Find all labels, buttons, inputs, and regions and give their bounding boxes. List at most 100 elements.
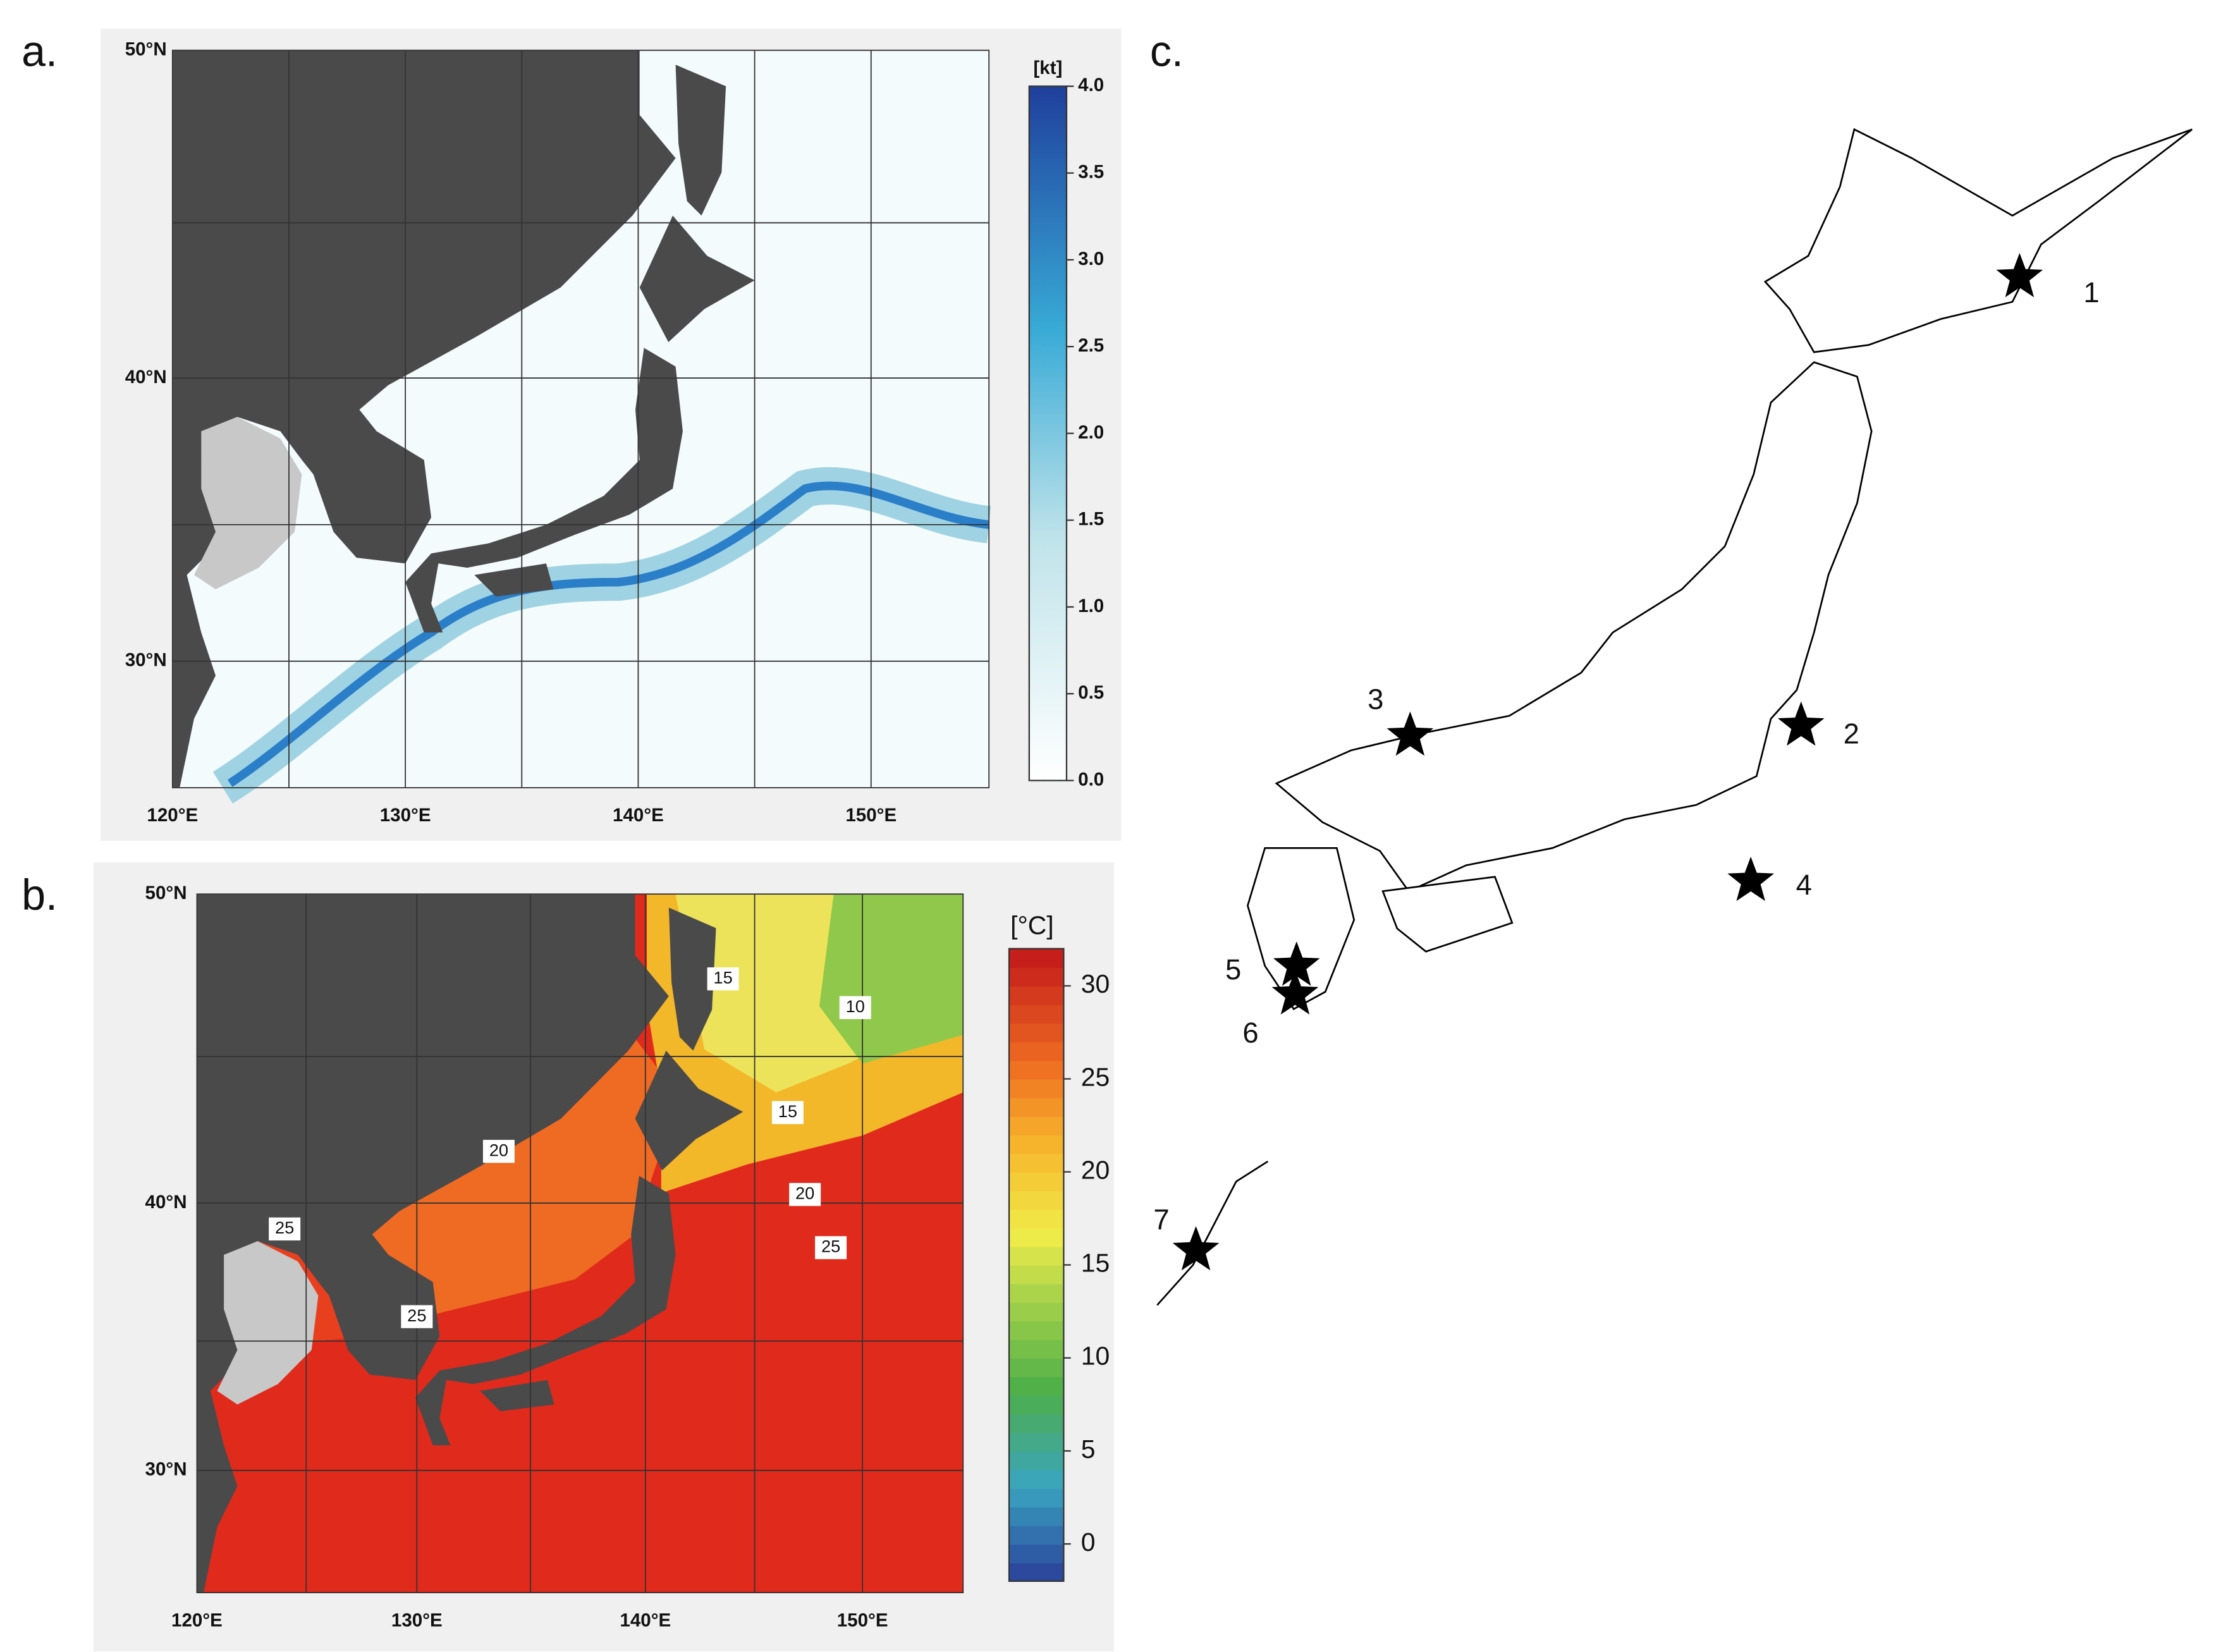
colorbar-step: [1009, 1004, 1064, 1024]
ryukyu: [1156, 1160, 1269, 1306]
contour-label: 10: [846, 996, 865, 1016]
colorbar-b: [1008, 948, 1065, 1582]
colorbar-step: [1009, 1469, 1064, 1489]
colorbar-step: [1009, 1302, 1064, 1322]
colorbar-tick-label: 3.5: [1078, 161, 1104, 182]
site-star: [1172, 1226, 1220, 1271]
lon-tick-label: 130°E: [391, 1610, 443, 1631]
site-star: [1727, 857, 1775, 902]
colorbar-step: [1009, 1320, 1064, 1340]
kuroshio-current: [227, 481, 989, 787]
contour-label: 15: [778, 1101, 797, 1121]
contour-label-bg: [482, 1139, 515, 1163]
lat-tick-label: 40°N: [145, 1192, 187, 1213]
colorbar-step: [1009, 1488, 1064, 1508]
lat-tick-label: 50°N: [125, 39, 167, 59]
site-label: 4: [1796, 869, 1812, 901]
lat-tick-label: 40°N: [125, 367, 167, 388]
colorbar-step: [1009, 1023, 1064, 1043]
contour-label: 25: [821, 1237, 840, 1256]
colorbar-step: [1009, 948, 1064, 969]
japan-outline: [1156, 128, 2193, 1306]
contour-label-bg: [789, 1183, 821, 1206]
colorbar-tick-label: 2.5: [1078, 335, 1104, 356]
colorbar-tick-label: 0.5: [1078, 682, 1104, 703]
colorbar-unit: [kt]: [1033, 58, 1062, 78]
contour-label-bg: [771, 1101, 804, 1124]
colorbar-tick-label: 1.5: [1078, 509, 1104, 530]
colorbar-step: [1009, 1432, 1064, 1452]
contour-label-bg: [269, 1217, 301, 1241]
colorbar-step: [1009, 1041, 1064, 1062]
panel-label: b.: [21, 871, 58, 919]
colorbar-tick-label: 0.0: [1078, 769, 1104, 790]
colorbar-step: [1009, 1060, 1064, 1080]
colorbar-tick-label: 15: [1081, 1249, 1110, 1278]
site-star: [1777, 701, 1825, 746]
lat-tick-label: 50°N: [145, 883, 187, 903]
colorbar-step: [1009, 1134, 1064, 1154]
contour-label-bg: [401, 1305, 433, 1328]
colorbar-step: [1009, 1376, 1064, 1396]
colorbar-step: [1009, 1544, 1064, 1563]
contour-label-bg: [707, 967, 739, 991]
site-label: 2: [1844, 718, 1859, 750]
colorbar-step: [1009, 1097, 1064, 1117]
colorbar-step: [1009, 1357, 1064, 1378]
contour-label: 15: [713, 967, 732, 987]
panel-a-grid: [171, 49, 990, 788]
sites: 1 2 3 4 56 7: [1153, 253, 2100, 1271]
shikoku: [1381, 876, 1514, 953]
colorbar-step: [1009, 1209, 1064, 1229]
site-star: [1386, 711, 1434, 756]
colorbar-step: [1009, 1283, 1064, 1303]
contour-label: 25: [407, 1306, 426, 1325]
colorbar-step: [1009, 986, 1064, 1005]
lon-tick-label: 150°E: [837, 1610, 888, 1631]
colorbar-tick-label: 4.0: [1078, 75, 1104, 95]
colorbar-tick-label: 5: [1081, 1435, 1096, 1464]
panel-b-grid: [196, 893, 964, 1594]
site-star: [1271, 970, 1319, 1015]
hokkaido: [1763, 128, 2193, 353]
colorbar-step: [1009, 1395, 1064, 1415]
colorbar-tick-label: 3.0: [1078, 248, 1104, 269]
sst-green: [819, 894, 964, 1064]
colorbar-tick-label: 25: [1081, 1062, 1110, 1091]
colorbar-step: [1009, 1507, 1064, 1526]
site-label: 1: [2083, 276, 2099, 309]
colorbar-step: [1009, 1264, 1064, 1285]
colorbar-step: [1009, 1172, 1064, 1192]
contour-label: 20: [795, 1184, 814, 1203]
lat-tick-label: 30°N: [145, 1459, 187, 1480]
site-label: 5: [1225, 953, 1241, 986]
lon-tick-label: 130°E: [380, 805, 431, 826]
colorbar-unit: [°C]: [1010, 910, 1054, 939]
lon-tick-label: 150°E: [845, 805, 897, 826]
colorbar-step: [1009, 1450, 1064, 1471]
colorbar-step: [1009, 1246, 1064, 1266]
contour-label: 25: [275, 1218, 294, 1237]
colorbar-step: [1009, 1079, 1064, 1099]
colorbar-step: [1009, 1153, 1064, 1173]
contour-label-bg: [815, 1236, 847, 1259]
panel-label: a.: [21, 27, 58, 75]
colorbar-step: [1009, 1414, 1064, 1433]
contour-label-bg: [839, 996, 871, 1019]
colorbar-tick-label: 2.0: [1078, 422, 1104, 443]
colorbar-tick-label: 1.0: [1078, 596, 1104, 616]
colorbar-tick-label: 0: [1081, 1527, 1096, 1557]
colorbar-tick-label: 30: [1081, 969, 1110, 998]
kyushu: [1247, 847, 1356, 1010]
site-star: [1273, 941, 1320, 986]
lon-tick-label: 140°E: [620, 1610, 671, 1631]
lon-tick-label: 120°E: [147, 805, 198, 826]
colorbar-step: [1009, 1525, 1064, 1545]
colorbar-step: [1009, 1339, 1064, 1359]
colorbar-step: [1009, 1562, 1064, 1582]
colorbar-step: [1009, 967, 1064, 987]
colorbar-step: [1009, 1227, 1064, 1247]
sst-orange: [359, 1034, 676, 1323]
